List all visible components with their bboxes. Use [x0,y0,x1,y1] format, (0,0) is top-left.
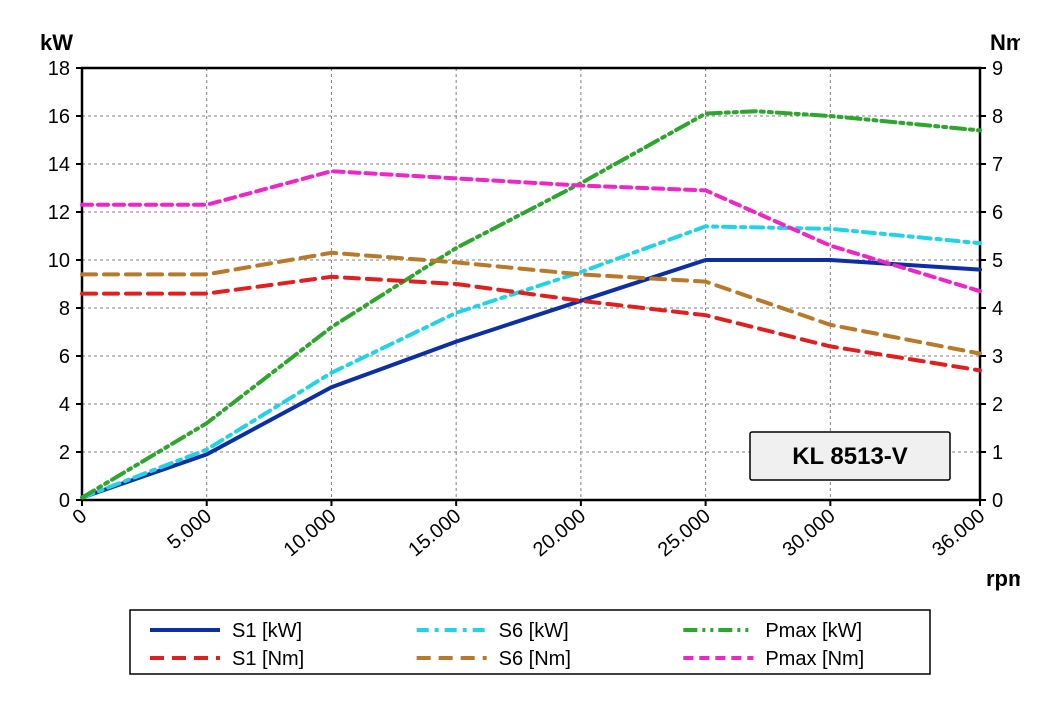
legend-label: Pmax [kW] [765,620,862,642]
y-right-tick: 2 [992,394,1003,416]
y-right-tick: 1 [992,442,1003,464]
x-tick: 10.000 [280,505,341,561]
title-text: KL 8513-V [792,443,908,470]
legend-label: S1 [kW] [232,620,302,642]
legend-label: Pmax [Nm] [765,648,864,670]
y-right-tick: 7 [992,154,1003,176]
y-left-tick: 10 [48,250,70,272]
y-right-tick: 5 [992,250,1003,272]
y-left-tick: 8 [59,298,70,320]
y-left-tick: 4 [59,394,70,416]
y-left-tick: 16 [48,106,70,128]
x-tick: 30.000 [779,505,840,561]
y-right-tick: 0 [992,490,1003,512]
legend-label: S6 [Nm] [499,648,571,670]
y-left-tick: 2 [59,442,70,464]
y-right-tick: 8 [992,106,1003,128]
y-right-tick: 3 [992,346,1003,368]
y-left-label: kW [40,30,73,55]
x-label: rpm [986,566,1020,591]
legend-label: S6 [kW] [499,620,569,642]
x-tick: 15.000 [404,505,465,561]
x-tick: 36.000 [928,505,989,561]
x-tick: 25.000 [654,505,715,561]
y-right-label: Nm [990,30,1020,55]
y-right-tick: 4 [992,298,1003,320]
y-right-tick: 6 [992,202,1003,224]
legend-label: S1 [Nm] [232,648,304,670]
y-left-tick: 18 [48,58,70,80]
x-tick: 0 [69,505,92,529]
motor-chart: 024681012141618012345678905.00010.00015.… [20,20,1020,690]
x-tick: 5.000 [163,505,215,554]
y-left-tick: 0 [59,490,70,512]
y-left-tick: 12 [48,202,70,224]
y-right-tick: 9 [992,58,1003,80]
chart-container: 024681012141618012345678905.00010.00015.… [20,20,1020,690]
y-left-tick: 6 [59,346,70,368]
x-tick: 20.000 [529,505,590,561]
y-left-tick: 14 [48,154,70,176]
